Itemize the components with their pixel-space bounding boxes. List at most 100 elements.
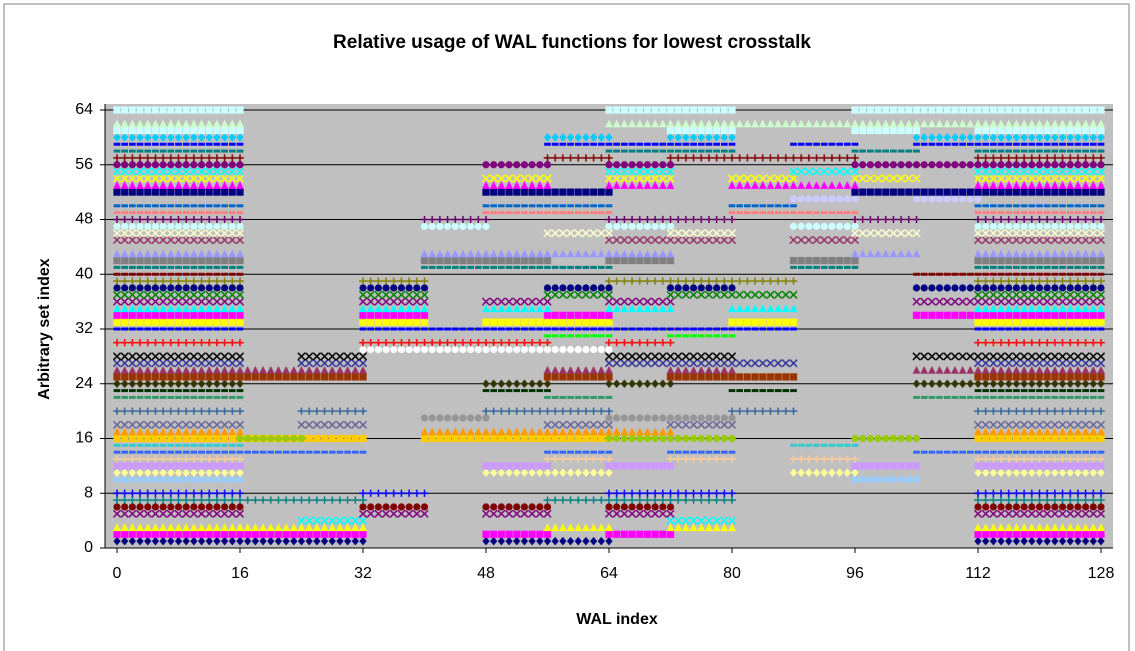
marker-run bbox=[113, 475, 244, 485]
y-tick-label: 24 bbox=[75, 375, 93, 392]
marker-run bbox=[974, 235, 1105, 245]
marker-run bbox=[113, 351, 244, 361]
marker-run bbox=[113, 269, 244, 279]
marker-run bbox=[543, 454, 613, 464]
marker-run bbox=[113, 502, 244, 512]
marker-run bbox=[789, 139, 859, 149]
marker-run bbox=[420, 215, 490, 224]
marker-run bbox=[543, 392, 613, 402]
marker-run bbox=[420, 249, 675, 259]
marker-run bbox=[113, 488, 244, 498]
marker-run bbox=[482, 502, 552, 512]
marker-run bbox=[359, 303, 429, 313]
marker-run bbox=[974, 522, 1105, 532]
marker-run bbox=[113, 447, 367, 457]
marker-run bbox=[605, 303, 675, 313]
marker-run bbox=[113, 358, 244, 368]
marker-run bbox=[789, 440, 859, 450]
marker-run bbox=[113, 262, 244, 272]
marker-run bbox=[666, 454, 736, 464]
marker-run bbox=[543, 310, 613, 320]
marker-run bbox=[974, 228, 1105, 238]
marker-run bbox=[912, 351, 1105, 361]
marker-run bbox=[297, 358, 367, 368]
marker-run bbox=[113, 310, 244, 320]
marker-run bbox=[543, 228, 613, 238]
marker-run bbox=[974, 420, 1105, 430]
marker-run bbox=[113, 256, 244, 266]
marker-run bbox=[297, 406, 367, 416]
marker-run bbox=[912, 392, 1105, 402]
marker-run bbox=[666, 153, 859, 163]
marker-run bbox=[728, 208, 859, 218]
marker-run bbox=[482, 187, 613, 197]
marker-run bbox=[974, 502, 1105, 512]
marker-run bbox=[605, 338, 675, 348]
y-tick-label: 0 bbox=[84, 539, 93, 556]
marker-run bbox=[974, 427, 1105, 437]
marker-run bbox=[113, 536, 367, 546]
marker-run bbox=[605, 529, 675, 539]
marker-run bbox=[113, 372, 367, 382]
marker-run bbox=[974, 509, 1105, 519]
marker-run bbox=[974, 180, 1105, 190]
marker-run bbox=[912, 447, 1105, 457]
marker-run bbox=[851, 249, 921, 259]
marker-run bbox=[974, 529, 1105, 539]
marker-run bbox=[113, 276, 244, 286]
marker-run bbox=[113, 509, 244, 519]
marker-run bbox=[113, 303, 244, 313]
marker-run bbox=[113, 392, 244, 402]
marker-run bbox=[974, 167, 1105, 177]
marker-run bbox=[113, 180, 244, 190]
x-axis-title: WAL index bbox=[576, 611, 658, 628]
marker-run bbox=[851, 105, 1105, 115]
marker-run bbox=[359, 310, 429, 320]
marker-run bbox=[666, 290, 798, 300]
marker-run bbox=[113, 324, 244, 334]
marker-run bbox=[113, 529, 367, 539]
marker-run bbox=[605, 502, 675, 512]
marker-run bbox=[912, 283, 1105, 293]
marker-run bbox=[482, 536, 613, 546]
marker-run bbox=[728, 303, 798, 313]
marker-run bbox=[974, 256, 1105, 266]
marker-run bbox=[666, 420, 736, 430]
x-tick-label: 32 bbox=[354, 565, 372, 582]
y-tick-label: 56 bbox=[75, 156, 93, 173]
y-tick-label: 64 bbox=[75, 101, 93, 118]
marker-run bbox=[666, 365, 736, 375]
marker-run bbox=[113, 119, 244, 129]
marker-run bbox=[974, 536, 1105, 546]
marker-run bbox=[420, 256, 552, 266]
marker-run bbox=[974, 208, 1105, 218]
marker-run bbox=[482, 509, 552, 519]
marker-run bbox=[605, 488, 736, 498]
marker-run bbox=[789, 468, 859, 478]
marker-run bbox=[113, 283, 244, 293]
marker-run bbox=[789, 194, 859, 204]
marker-run bbox=[420, 434, 613, 443]
marker-run bbox=[974, 173, 1105, 183]
marker-run bbox=[359, 297, 429, 307]
marker-run bbox=[113, 379, 244, 389]
y-tick-label: 40 bbox=[75, 265, 93, 282]
marker-run bbox=[113, 365, 367, 375]
x-tick-label: 128 bbox=[1088, 565, 1115, 582]
y-axis-title: Arbitrary set index bbox=[36, 258, 53, 399]
marker-run bbox=[605, 461, 675, 471]
marker-run bbox=[543, 139, 736, 149]
marker-run bbox=[605, 180, 675, 190]
marker-run bbox=[605, 297, 675, 307]
marker-run bbox=[543, 331, 613, 341]
marker-run bbox=[912, 379, 1105, 389]
marker-run bbox=[666, 132, 736, 142]
marker-run bbox=[912, 310, 1105, 320]
marker-run bbox=[605, 173, 675, 183]
marker-run bbox=[543, 495, 736, 505]
marker-run bbox=[113, 132, 244, 142]
marker-run bbox=[113, 454, 244, 464]
marker-run bbox=[113, 290, 244, 300]
marker-run bbox=[113, 420, 244, 430]
